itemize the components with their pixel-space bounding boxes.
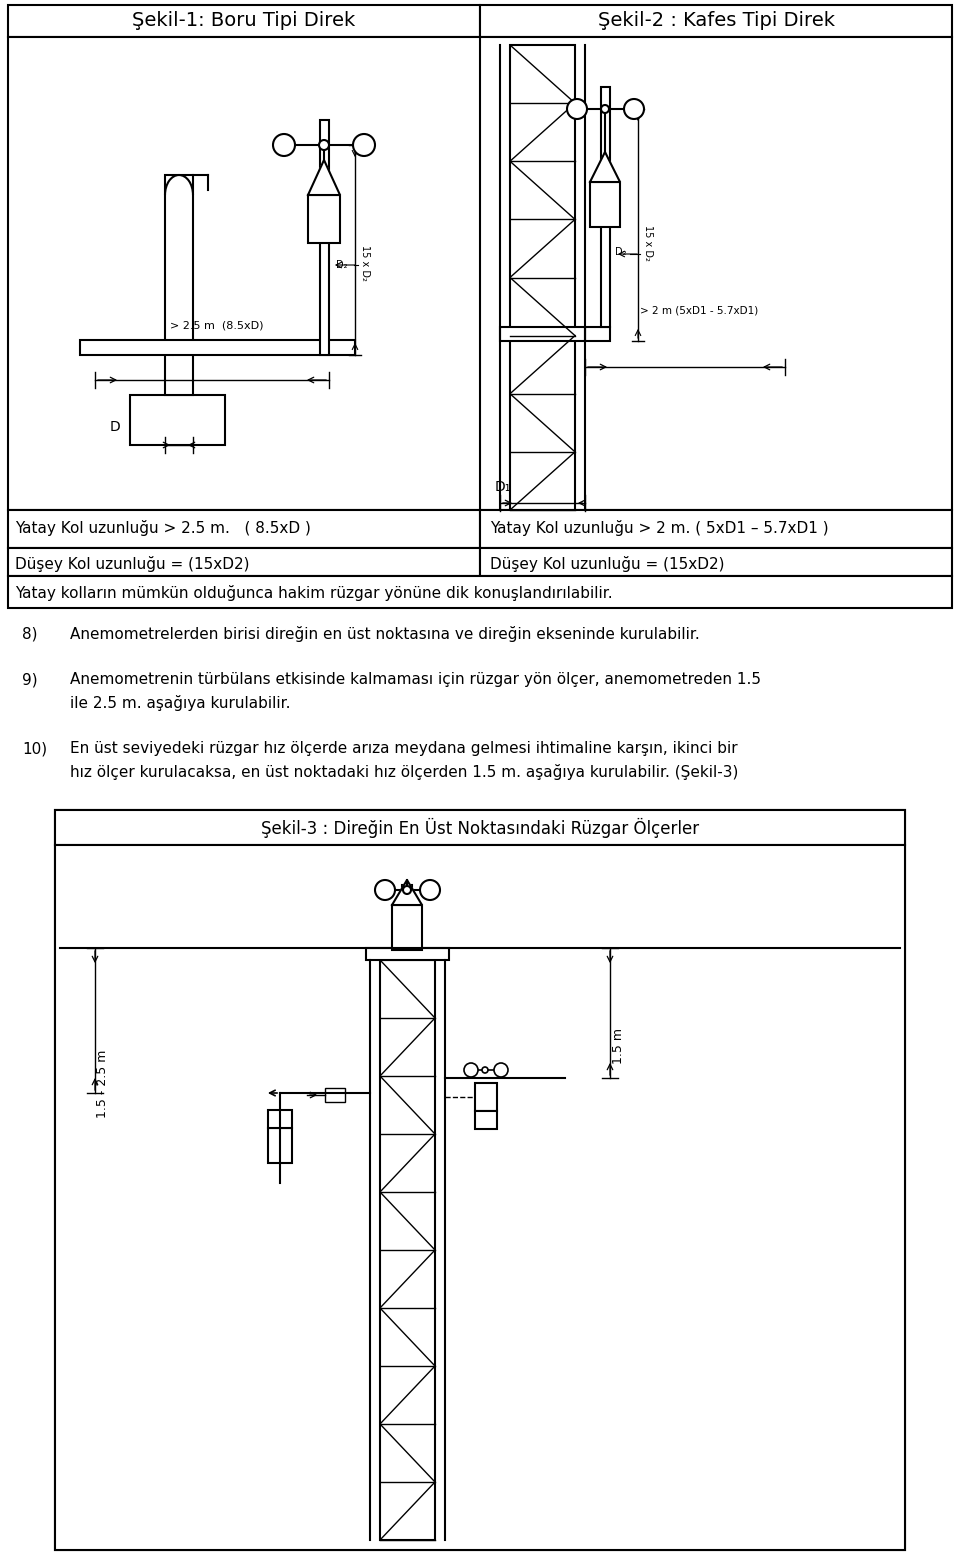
Text: D₁: D₁ [495,480,512,494]
Text: Şekil-2 : Kafes Tipi Direk: Şekil-2 : Kafes Tipi Direk [597,11,834,30]
Bar [475,1111,497,1130]
Bar [500,327,585,341]
Text: Şekil-3 : Direğin En Üst Noktasındaki Rüzgar Ölçerler: Şekil-3 : Direğin En Üst Noktasındaki Rü… [261,818,699,838]
Circle shape [319,140,329,150]
Bar [130,396,225,446]
Bar [585,327,610,341]
Circle shape [375,880,395,901]
Polygon shape [308,160,340,195]
Text: Yatay kolların mümkün olduğunca hakim rüzgar yönüne dik konuşlandırılabilir.: Yatay kolların mümkün olduğunca hakim rü… [15,584,612,601]
Text: 10): 10) [22,742,47,756]
Polygon shape [590,153,620,182]
Bar [590,182,620,227]
Bar [308,195,340,243]
Bar [480,509,952,548]
Bar [480,5,952,37]
Bar [380,960,435,1539]
Bar [55,810,905,844]
Bar [268,1128,292,1162]
Bar [480,548,952,576]
Circle shape [482,1067,488,1073]
Bar [320,120,329,355]
Text: D: D [110,421,121,435]
Bar [55,844,905,1550]
Text: Yatay Kol uzunluğu > 2 m. ( 5xD1 – 5.7xD1 ): Yatay Kol uzunluğu > 2 m. ( 5xD1 – 5.7xD… [490,520,828,536]
Text: Düşey Kol uzunluğu = (15xD2): Düşey Kol uzunluğu = (15xD2) [15,556,250,572]
Circle shape [464,1063,478,1077]
Bar [402,885,412,947]
Circle shape [567,100,587,118]
Text: Şekil-1: Boru Tipi Direk: Şekil-1: Boru Tipi Direk [132,11,355,30]
Circle shape [624,100,644,118]
Text: ile 2.5 m. aşağıya kurulabilir.: ile 2.5 m. aşağıya kurulabilir. [70,695,291,710]
Text: 15 x D₂: 15 x D₂ [643,224,653,260]
Text: D₂: D₂ [615,248,627,257]
Text: 8): 8) [22,626,37,640]
Circle shape [273,134,295,156]
Bar [165,174,193,396]
Text: hız ölçer kurulacaksa, en üst noktadaki hız ölçerden 1.5 m. aşağıya kurulabilir.: hız ölçer kurulacaksa, en üst noktadaki … [70,763,738,781]
Bar [8,548,480,576]
Bar [268,1109,292,1128]
Text: 1.5 m: 1.5 m [612,1028,625,1064]
Bar [55,810,905,1550]
Circle shape [353,134,375,156]
Bar [601,87,610,327]
Bar [325,1087,345,1102]
Bar [80,340,355,355]
Text: En üst seviyedeki rüzgar hız ölçerde arıza meydana gelmesi ihtimaline karşın, ik: En üst seviyedeki rüzgar hız ölçerde arı… [70,742,737,756]
Polygon shape [392,880,422,905]
Bar [510,45,575,509]
Circle shape [403,887,411,894]
Text: Düşey Kol uzunluğu = (15xD2): Düşey Kol uzunluğu = (15xD2) [490,556,725,572]
Bar [8,5,480,37]
Text: 15 x D₂: 15 x D₂ [360,245,370,280]
Text: > 2 m (5xD1 - 5.7xD1): > 2 m (5xD1 - 5.7xD1) [640,305,758,315]
Bar [475,1083,497,1111]
Text: 9): 9) [22,671,37,687]
Bar [8,509,480,548]
Bar [392,905,422,950]
Text: > 2.5 m  (8.5xD): > 2.5 m (8.5xD) [170,319,263,330]
Circle shape [601,104,609,114]
Bar [8,576,952,608]
Text: Anemometrenin türbülans etkisinde kalmaması için rüzgar yön ölçer, anemometreden: Anemometrenin türbülans etkisinde kalmam… [70,671,761,687]
Bar [366,947,449,960]
Circle shape [420,880,440,901]
Circle shape [494,1063,508,1077]
Text: 1.5 - 2.5 m: 1.5 - 2.5 m [97,1050,109,1119]
Text: Anemometrelerden birisi direğin en üst noktasına ve direğin ekseninde kurulabili: Anemometrelerden birisi direğin en üst n… [70,626,700,642]
Bar [8,37,952,509]
Text: D₂: D₂ [336,260,348,270]
Text: Yatay Kol uzunluğu > 2.5 m.   ( 8.5xD ): Yatay Kol uzunluğu > 2.5 m. ( 8.5xD ) [15,520,311,536]
